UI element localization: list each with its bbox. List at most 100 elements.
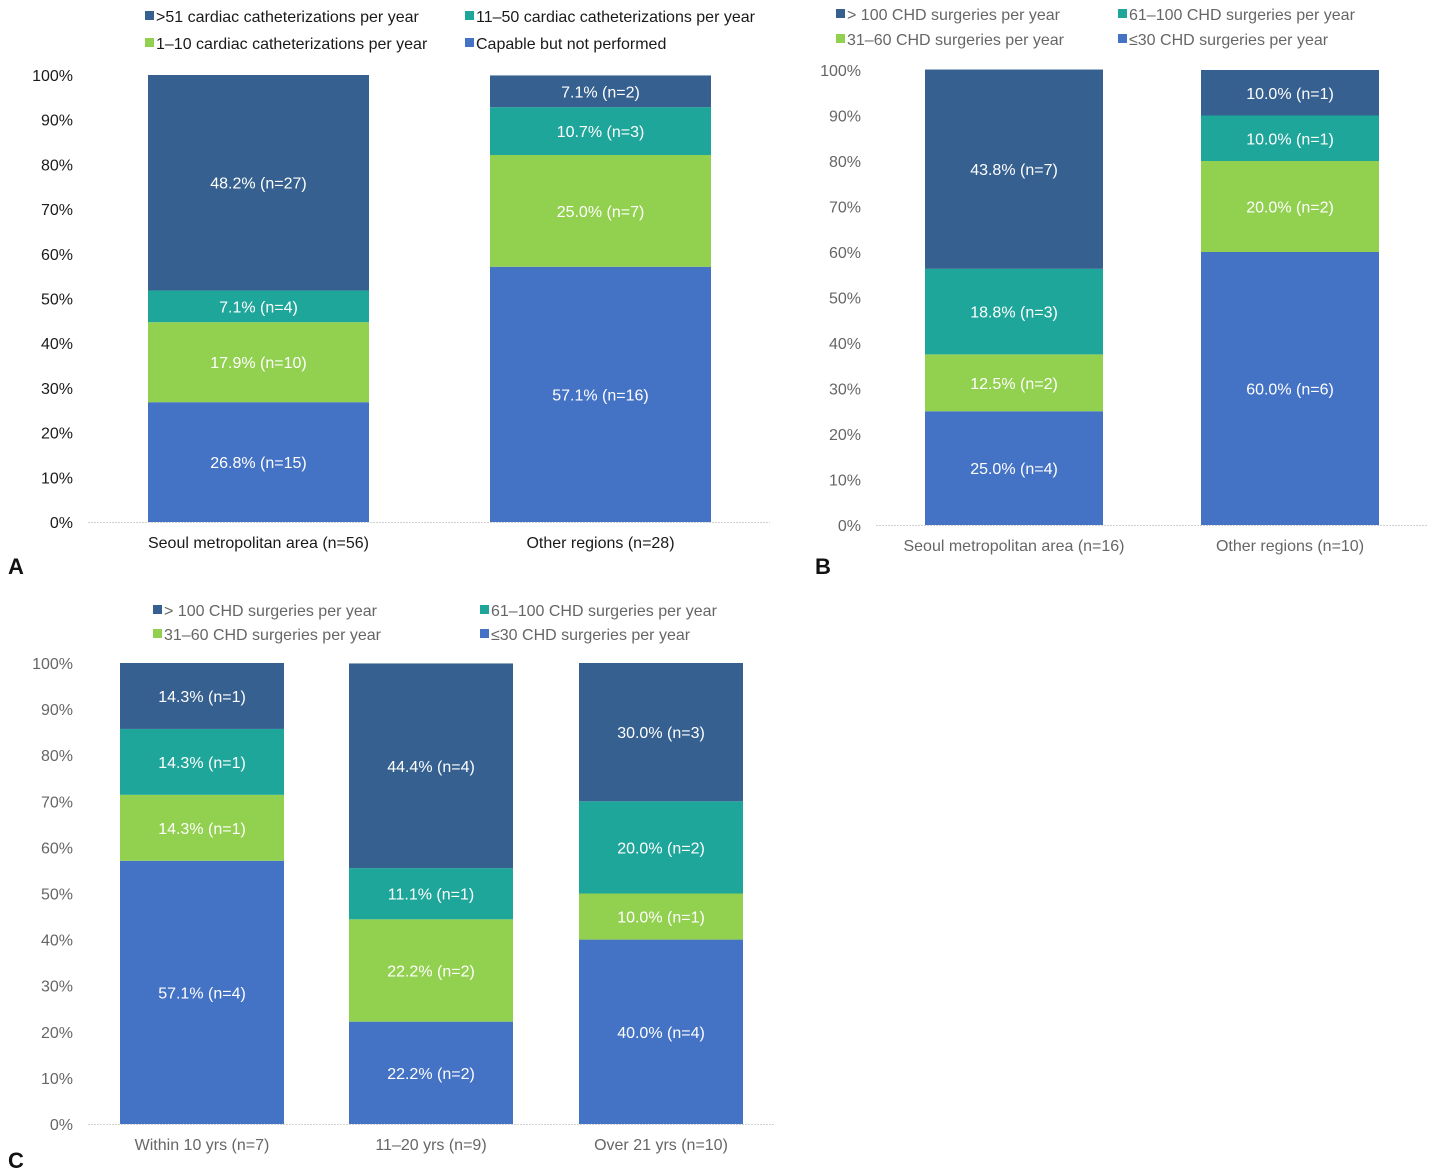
y-tick-label: 0% [50, 515, 73, 532]
data-label: 22.2% (n=2) [387, 963, 475, 980]
y-tick-label: 80% [41, 748, 73, 765]
y-tick-label: 40% [829, 336, 861, 353]
bar-segment [349, 919, 513, 1022]
panel-letter: A [8, 554, 24, 579]
legend-swatch [153, 605, 162, 614]
legend-item: >51 cardiac catheterizations per year [145, 9, 419, 26]
data-label: 7.1% (n=2) [561, 84, 640, 101]
legend-swatch [480, 605, 489, 614]
legend-label: Capable but not performed [476, 36, 666, 53]
legend-swatch [153, 629, 162, 638]
data-label: 30.0% (n=3) [617, 725, 705, 742]
x-tick-label: Other regions (n=28) [526, 535, 674, 552]
legend-swatch [465, 38, 474, 47]
bar-segment [349, 663, 513, 869]
bar-segment [579, 939, 743, 1124]
data-label: 22.2% (n=2) [387, 1066, 475, 1083]
y-tick-label: 90% [41, 702, 73, 719]
bar-stack: 60.0% (n=6) 20.0% (n=2) 10.0% (n=1) 10.0% (… [1201, 70, 1379, 525]
y-tick-label: 30% [41, 381, 73, 398]
y-tick-label: 50% [41, 292, 73, 309]
data-label: 10.0% (n=1) [617, 910, 705, 927]
data-label: 60.0% (n=6) [1246, 382, 1334, 399]
x-tick-label: Seoul metropolitan area (n=56) [148, 535, 369, 552]
bar-segment [148, 402, 369, 522]
bar-segment [1201, 161, 1379, 252]
legend-item: > 100 CHD surgeries per year [836, 7, 1061, 24]
data-label: 57.1% (n=16) [552, 387, 649, 404]
bar-stack: 26.8% (n=15) 17.9% (n=10) 7.1% (n=4) 48.2% … [148, 75, 369, 522]
y-tick-label: 20% [829, 427, 861, 444]
legend-swatch [145, 11, 154, 20]
legend-label: ≤30 CHD surgeries per year [491, 627, 691, 644]
legend-label: 61–100 CHD surgeries per year [491, 603, 718, 620]
y-tick-label: 20% [41, 426, 73, 443]
y-tick-label: 90% [829, 109, 861, 126]
y-tick-label: 50% [41, 887, 73, 904]
data-label: 40.0% (n=4) [617, 1025, 705, 1042]
y-tick-label: 80% [41, 157, 73, 174]
bar-stack: 25.0% (n=4) 12.5% (n=2) 18.8% (n=3) 43.8% (… [925, 69, 1103, 525]
legend-item: ≤30 CHD surgeries per year [1118, 32, 1329, 49]
data-label: 12.5% (n=2) [970, 376, 1058, 393]
panel-letter: B [815, 554, 831, 579]
y-tick-label: 20% [41, 1025, 73, 1042]
legend-swatch [1118, 9, 1127, 18]
bar-stack: 22.2% (n=2) 22.2% (n=2) 11.1% (n=1) 44.4% (… [349, 663, 513, 1124]
bar-segment [120, 794, 284, 861]
y-tick-label: 70% [41, 202, 73, 219]
legend: > 100 CHD surgeries per year 61–100 CHD s… [836, 7, 1356, 49]
bar-stack: 40.0% (n=4) 10.0% (n=1) 20.0% (n=2) 30.0% (… [579, 663, 743, 1124]
bar-segment [490, 75, 711, 108]
y-tick-label: 100% [32, 68, 73, 85]
x-tick-label: 11–20 yrs (n=9) [375, 1137, 486, 1154]
legend-label: 1–10 cardiac catheterizations per year [156, 36, 428, 53]
y-tick-label: 100% [820, 63, 861, 80]
panel-c: 0% 10% 20% 30% 40% 50% 60% 70% 80% 90% 100% 57.1% (… [8, 603, 775, 1173]
bar-segment [148, 322, 369, 403]
y-tick-label: 80% [829, 154, 861, 171]
legend-item: 11–50 cardiac catheterizations per year [465, 9, 756, 26]
x-tick-label: Other regions (n=10) [1216, 538, 1364, 555]
bar-stack: 57.1% (n=4) 14.3% (n=1) 14.3% (n=1) 14.3% (… [120, 663, 284, 1124]
y-tick-label: 30% [829, 382, 861, 399]
y-tick-label: 60% [829, 245, 861, 262]
legend-swatch [480, 629, 489, 638]
legend-item: 61–100 CHD surgeries per year [1118, 7, 1356, 24]
data-label: 48.2% (n=27) [210, 176, 307, 193]
data-label: 57.1% (n=4) [158, 985, 246, 1002]
bar-segment [1201, 115, 1379, 161]
y-tick-label: 10% [41, 1071, 73, 1088]
y-tick-label: 30% [41, 979, 73, 996]
data-label: 26.8% (n=15) [210, 455, 307, 472]
y-tick-label: 40% [41, 933, 73, 950]
legend-item: > 100 CHD surgeries per year [153, 603, 378, 620]
legend-swatch [836, 34, 845, 43]
panel-b: 0% 10% 20% 30% 40% 50% 60% 70% 80% 90% 100% 25.0% (… [815, 7, 1428, 579]
bar-segment [579, 893, 743, 940]
legend-label: ≤30 CHD surgeries per year [1129, 32, 1329, 49]
legend-label: 31–60 CHD surgeries per year [164, 627, 382, 644]
bar-segment [349, 1021, 513, 1124]
panel-a: 0% 10% 20% 30% 40% 50% 60% 70% 80% 90% 100% 26.8% (… [8, 9, 770, 579]
bar-segment [1201, 70, 1379, 116]
legend-label: > 100 CHD surgeries per year [847, 7, 1061, 24]
legend-item: 61–100 CHD surgeries per year [480, 603, 718, 620]
data-label: 7.1% (n=4) [219, 299, 298, 316]
data-label: 25.0% (n=4) [970, 461, 1058, 478]
bar-segment [490, 155, 711, 267]
data-label: 20.0% (n=2) [1246, 200, 1334, 217]
data-label: 44.4% (n=4) [387, 759, 475, 776]
data-label: 14.3% (n=1) [158, 689, 246, 706]
legend-label: 31–60 CHD surgeries per year [847, 32, 1065, 49]
legend-label: 11–50 cardiac catheterizations per year [476, 9, 756, 26]
y-tick-label: 60% [41, 840, 73, 857]
panel-letter: C [8, 1148, 24, 1173]
legend-label: 61–100 CHD surgeries per year [1129, 7, 1356, 24]
data-label: 43.8% (n=7) [970, 162, 1058, 179]
bar-segment [925, 69, 1103, 269]
y-tick-label: 50% [829, 291, 861, 308]
bar-segment [1201, 252, 1379, 525]
data-label: 10.0% (n=1) [1246, 86, 1334, 103]
bar-segment [349, 868, 513, 920]
